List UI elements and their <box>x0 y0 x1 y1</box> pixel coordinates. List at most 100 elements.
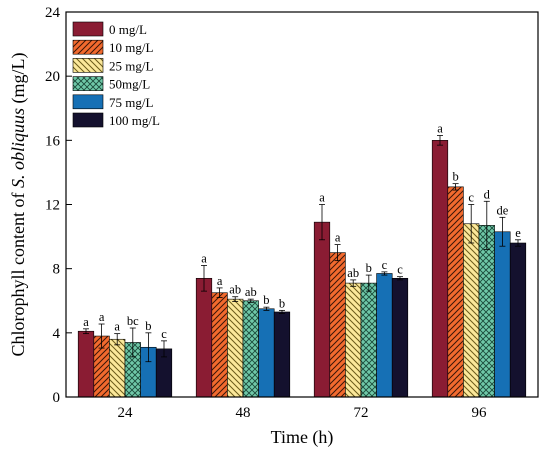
significance-label-48h-series-3: ab <box>245 285 257 299</box>
significance-label-96h-series-4: de <box>496 203 508 217</box>
bar-48h-series-4 <box>258 308 275 398</box>
significance-label-48h-series-5: b <box>279 296 285 310</box>
legend-swatch <box>72 76 104 91</box>
x-tick-label: 24 <box>118 405 134 421</box>
legend-item: 25 mg/L <box>72 58 153 73</box>
bar-96h-series-5 <box>509 242 527 398</box>
legend-swatch <box>72 58 104 73</box>
y-axis-label-prefix: Chlorophyll content of <box>8 188 28 356</box>
bar-72h-series-4 <box>376 273 393 398</box>
legend-label: 75 mg/L <box>109 95 153 110</box>
bar-48h-series-2 <box>227 298 244 398</box>
legend-label: 50mg/L <box>109 77 150 92</box>
bar-72h-series-2 <box>345 282 362 398</box>
error-bar-24h-series-3 <box>129 327 136 358</box>
error-bar-48h-series-2 <box>232 296 239 302</box>
significance-label-96h-series-2: c <box>468 191 474 205</box>
bar-24h-series-2 <box>109 338 126 398</box>
legend-item: 50mg/L <box>72 76 150 92</box>
significance-label-96h-series-1: b <box>452 170 458 184</box>
y-tick-label: 8 <box>53 262 61 278</box>
significance-label-72h-series-2: ab <box>347 266 359 280</box>
error-bar-96h-series-2 <box>468 204 475 244</box>
legend-swatch <box>72 21 104 37</box>
y-tick-labels: 0 4 8 12 16 20 24 <box>45 5 61 406</box>
y-axis-label-unit: (mg/L) <box>8 53 29 109</box>
x-axis-label: Time (h) <box>271 427 334 448</box>
legend-label: 0 mg/L <box>109 22 147 37</box>
y-tick-label: 12 <box>45 198 60 214</box>
error-bar-72h-series-2 <box>350 279 357 287</box>
x-tick-label: 72 <box>354 405 369 421</box>
y-axis-label-species: S. obliquus <box>8 108 28 188</box>
error-bar-48h-series-1 <box>216 287 223 298</box>
error-bar-72h-series-1 <box>334 244 341 262</box>
bar-48h-series-5 <box>273 311 291 398</box>
significance-label-24h-series-5: c <box>161 327 167 341</box>
axis-ticks <box>66 11 480 398</box>
x-tick-label: 96 <box>472 405 488 421</box>
significance-label-96h-series-3: d <box>484 187 491 201</box>
significance-label-48h-series-1: a <box>217 274 223 288</box>
error-bar-72h-series-4 <box>381 271 388 276</box>
error-bar-96h-series-1 <box>452 183 459 191</box>
y-tick-label: 20 <box>45 69 60 85</box>
bars <box>77 140 527 398</box>
y-tick-label: 4 <box>53 326 61 342</box>
legend-swatch <box>72 112 104 128</box>
bar-72h-series-0 <box>313 221 331 398</box>
bar-24h-series-0 <box>77 330 95 398</box>
significance-label-96h-series-5: e <box>515 226 521 240</box>
error-bar-96h-series-5 <box>515 239 521 247</box>
error-bar-24h-series-1 <box>98 323 105 349</box>
error-bar-72h-series-5 <box>397 276 403 281</box>
significance-label-72h-series-5: c <box>397 263 403 277</box>
error-bar-24h-series-0 <box>83 328 89 335</box>
error-bar-48h-series-4 <box>263 306 270 311</box>
error-bar-24h-series-4 <box>145 332 152 363</box>
bar-72h-series-5 <box>391 277 409 398</box>
legend-swatch <box>72 94 104 110</box>
error-bar-24h-series-5 <box>161 340 167 358</box>
significance-label-48h-series-4: b <box>263 293 269 307</box>
significance-label-24h-series-3: bc <box>127 314 139 328</box>
error-bar-24h-series-2 <box>114 333 121 346</box>
bar-48h-series-0 <box>195 277 213 398</box>
significance-label-72h-series-0: a <box>319 191 325 205</box>
legend-label: 25 mg/L <box>109 58 153 73</box>
error-bar-96h-series-4 <box>499 216 506 247</box>
significance-label-24h-series-4: b <box>145 319 151 333</box>
legend-item: 75 mg/L <box>72 94 153 110</box>
legend-item: 0 mg/L <box>72 21 147 37</box>
bar-72h-series-3 <box>360 282 377 398</box>
legend: 0 mg/L 10 mg/L 25 mg/L 50mg/L 75 mg/L 100 mg/… <box>72 21 160 128</box>
error-bar-72h-series-0 <box>319 204 325 241</box>
significance-label-72h-series-1: a <box>335 231 341 245</box>
bar-96h-series-1 <box>447 186 464 398</box>
bar-96h-series-0 <box>431 140 449 398</box>
error-bar-48h-series-3 <box>247 298 254 303</box>
bar-96h-series-4 <box>494 231 511 398</box>
significance-label-72h-series-4: c <box>382 258 388 272</box>
y-tick-label: 0 <box>53 390 61 406</box>
legend-item: 100 mg/L <box>72 112 160 128</box>
y-tick-label: 16 <box>45 133 61 149</box>
x-tick-labels: 24 48 72 96 <box>118 405 488 421</box>
bar-96h-series-3 <box>478 225 495 398</box>
error-bar-48h-series-0 <box>201 265 207 292</box>
significance-label-48h-series-2: ab <box>229 283 241 297</box>
bar-48h-series-1 <box>211 292 228 398</box>
significance-label-24h-series-2: a <box>114 320 120 334</box>
y-tick-label: 24 <box>45 5 61 21</box>
y-axis-label: Chlorophyll content of S. obliquus (mg/L… <box>8 53 29 357</box>
error-bars <box>83 135 521 363</box>
legend-item: 10 mg/L <box>72 39 153 55</box>
significance-label-96h-series-0: a <box>437 122 443 136</box>
error-bar-72h-series-3 <box>365 274 372 292</box>
significance-label-48h-series-0: a <box>201 251 207 265</box>
error-bar-48h-series-5 <box>279 309 285 314</box>
error-bar-96h-series-3 <box>483 200 490 250</box>
bar-96h-series-2 <box>463 223 480 398</box>
